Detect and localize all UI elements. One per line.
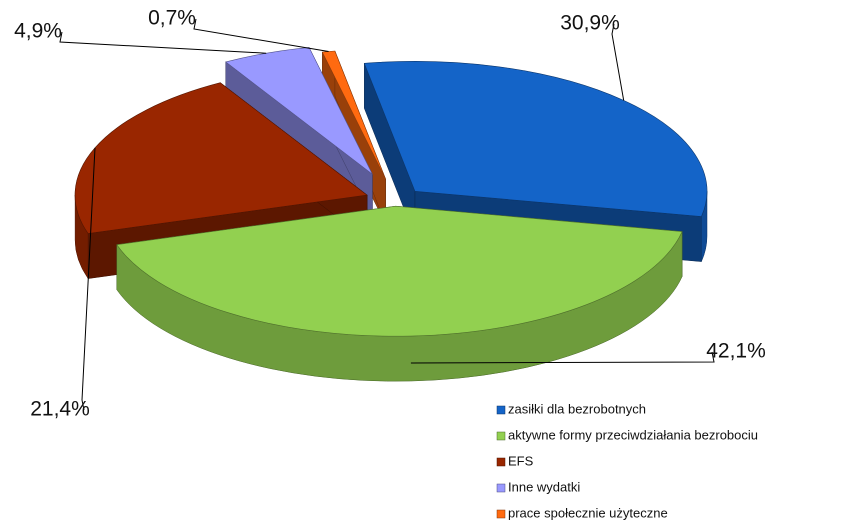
legend-swatch	[496, 405, 506, 415]
slice-top	[116, 205, 683, 337]
value-label: 4,9%	[14, 20, 62, 43]
legend-swatch	[496, 457, 506, 467]
leader-line	[59, 31, 267, 54]
leader-line	[611, 23, 625, 101]
legend-swatch	[496, 431, 506, 441]
value-label: 0,7%	[148, 7, 196, 30]
legend-label: Inne wydatki	[508, 479, 580, 494]
slice-top	[74, 82, 368, 234]
legend-swatch	[496, 483, 506, 493]
legend-label: prace społecznie użyteczne	[508, 505, 668, 520]
value-label: 21,4%	[30, 398, 90, 421]
legend-swatch	[496, 509, 506, 519]
legend-label: aktywne formy przeciwdziałania bezroboci…	[508, 427, 758, 442]
legend-label: EFS	[508, 453, 534, 468]
value-label: 30,9%	[560, 12, 620, 35]
value-label: 42,1%	[706, 340, 766, 363]
slice	[116, 205, 683, 382]
leader-line	[193, 18, 329, 52]
leader-line	[410, 351, 715, 364]
leader-line	[81, 147, 96, 411]
legend-label: zasiłki dla bezrobotnych	[508, 401, 646, 416]
